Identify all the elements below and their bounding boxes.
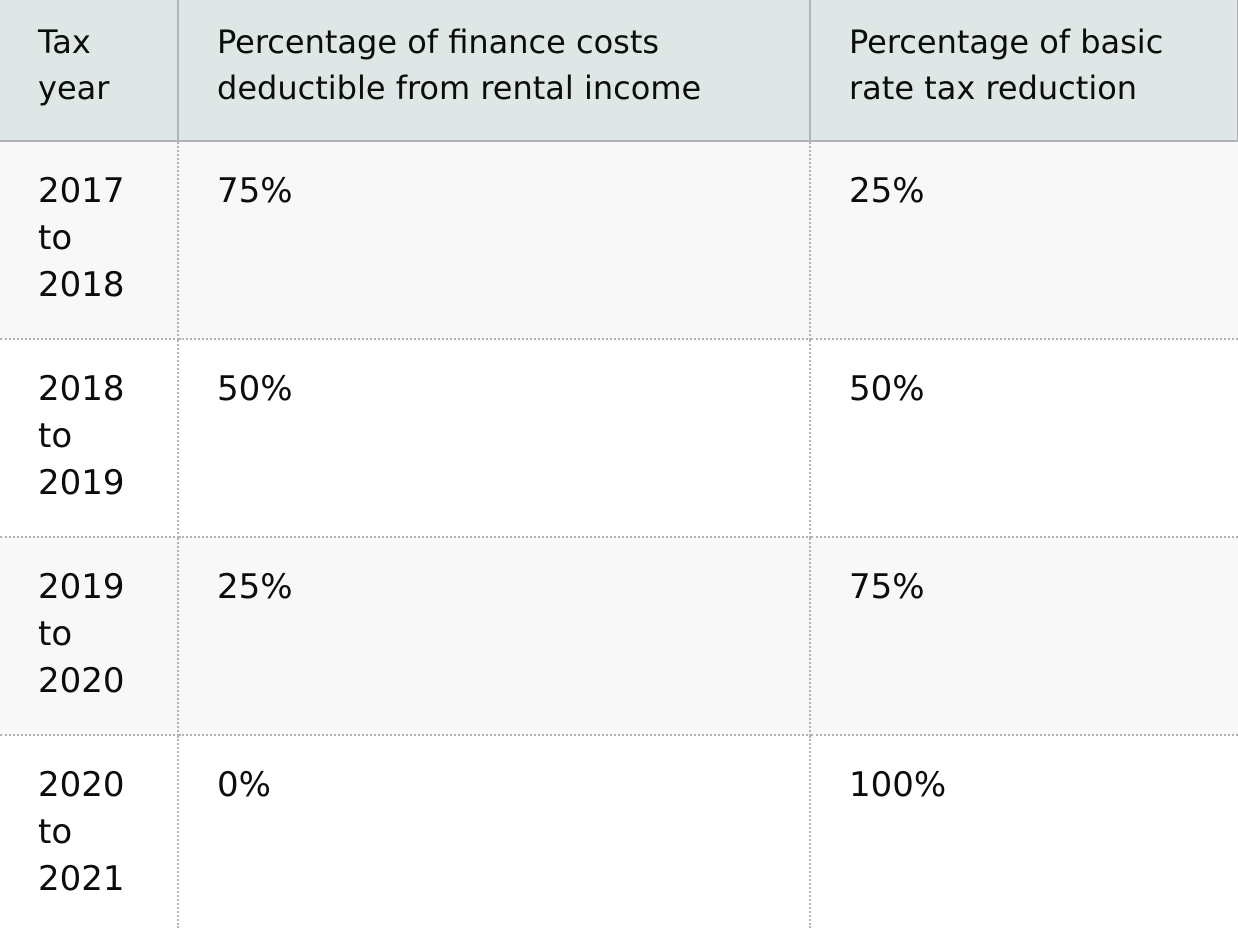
tax-year-end: 2019 [38,463,125,503]
deductible-cell: 25% [178,537,811,736]
tax-year-end: 2018 [38,265,125,305]
deductible-cell: 0% [178,735,811,928]
tax-year-cell: 2020 to 2021 [0,735,179,928]
table-body: 2017 to 2018 75% 25% 2018 to 2019 50% 50… [0,141,1238,928]
tax-year-end: 2021 [38,859,125,899]
tax-year-end: 2020 [38,661,125,701]
table-header: Tax year Percentage of finance costs ded… [0,0,1238,142]
deductible-cell: 75% [178,141,811,340]
header-tax-year: Tax year [0,0,179,142]
table-row: 2020 to 2021 0% 100% [0,735,1238,928]
tax-year-cell: 2017 to 2018 [0,141,179,340]
deductible-cell: 50% [178,339,811,538]
table-row: 2019 to 2020 25% 75% [0,537,1238,736]
table-row: 2018 to 2019 50% 50% [0,339,1238,538]
tax-year-connector: to [38,614,73,654]
reduction-cell: 50% [810,339,1238,538]
header-row: Tax year Percentage of finance costs ded… [0,0,1238,142]
tax-year-connector: to [38,416,73,456]
tax-year-start: 2020 [38,765,125,805]
tax-year-start: 2017 [38,171,125,211]
table-row: 2017 to 2018 75% 25% [0,141,1238,340]
reduction-cell: 100% [849,765,947,805]
tax-year-cell: 2019 to 2020 [0,537,179,736]
tax-year-start: 2019 [38,567,125,607]
tax-year-connector: to [38,218,73,258]
tax-year-start: 2018 [38,369,125,409]
header-basic-rate-reduction: Percentage of basic rate tax reduction [810,0,1238,142]
reduction-cell: 25% [810,141,1238,340]
tax-year-connector: to [38,812,73,852]
tax-year-cell: 2018 to 2019 [0,339,179,538]
reduction-cell: 75% [810,537,1238,736]
header-finance-costs-deductible: Percentage of finance costs deductible f… [178,0,811,142]
